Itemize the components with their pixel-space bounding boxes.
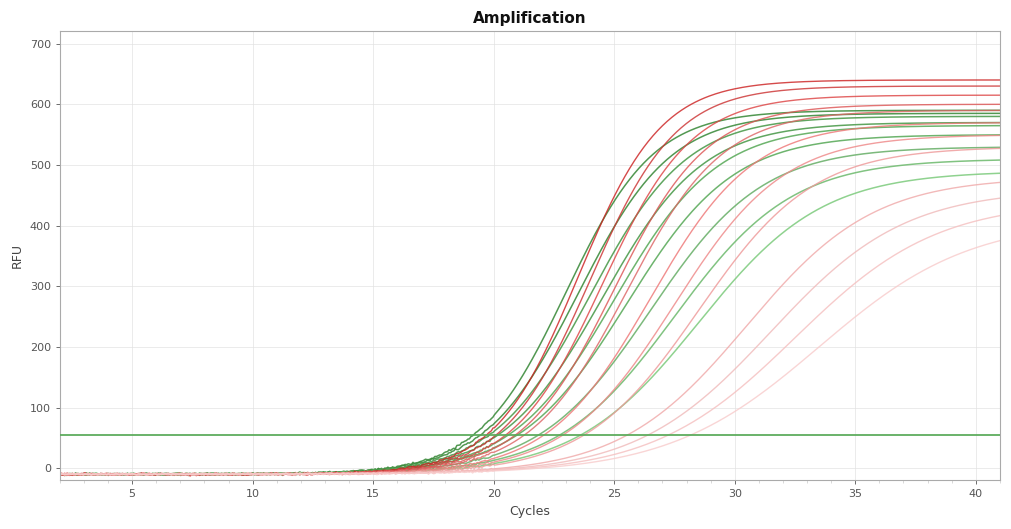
X-axis label: Cycles: Cycles bbox=[510, 505, 550, 518]
Y-axis label: RFU: RFU bbox=[11, 243, 24, 268]
Title: Amplification: Amplification bbox=[473, 11, 586, 26]
